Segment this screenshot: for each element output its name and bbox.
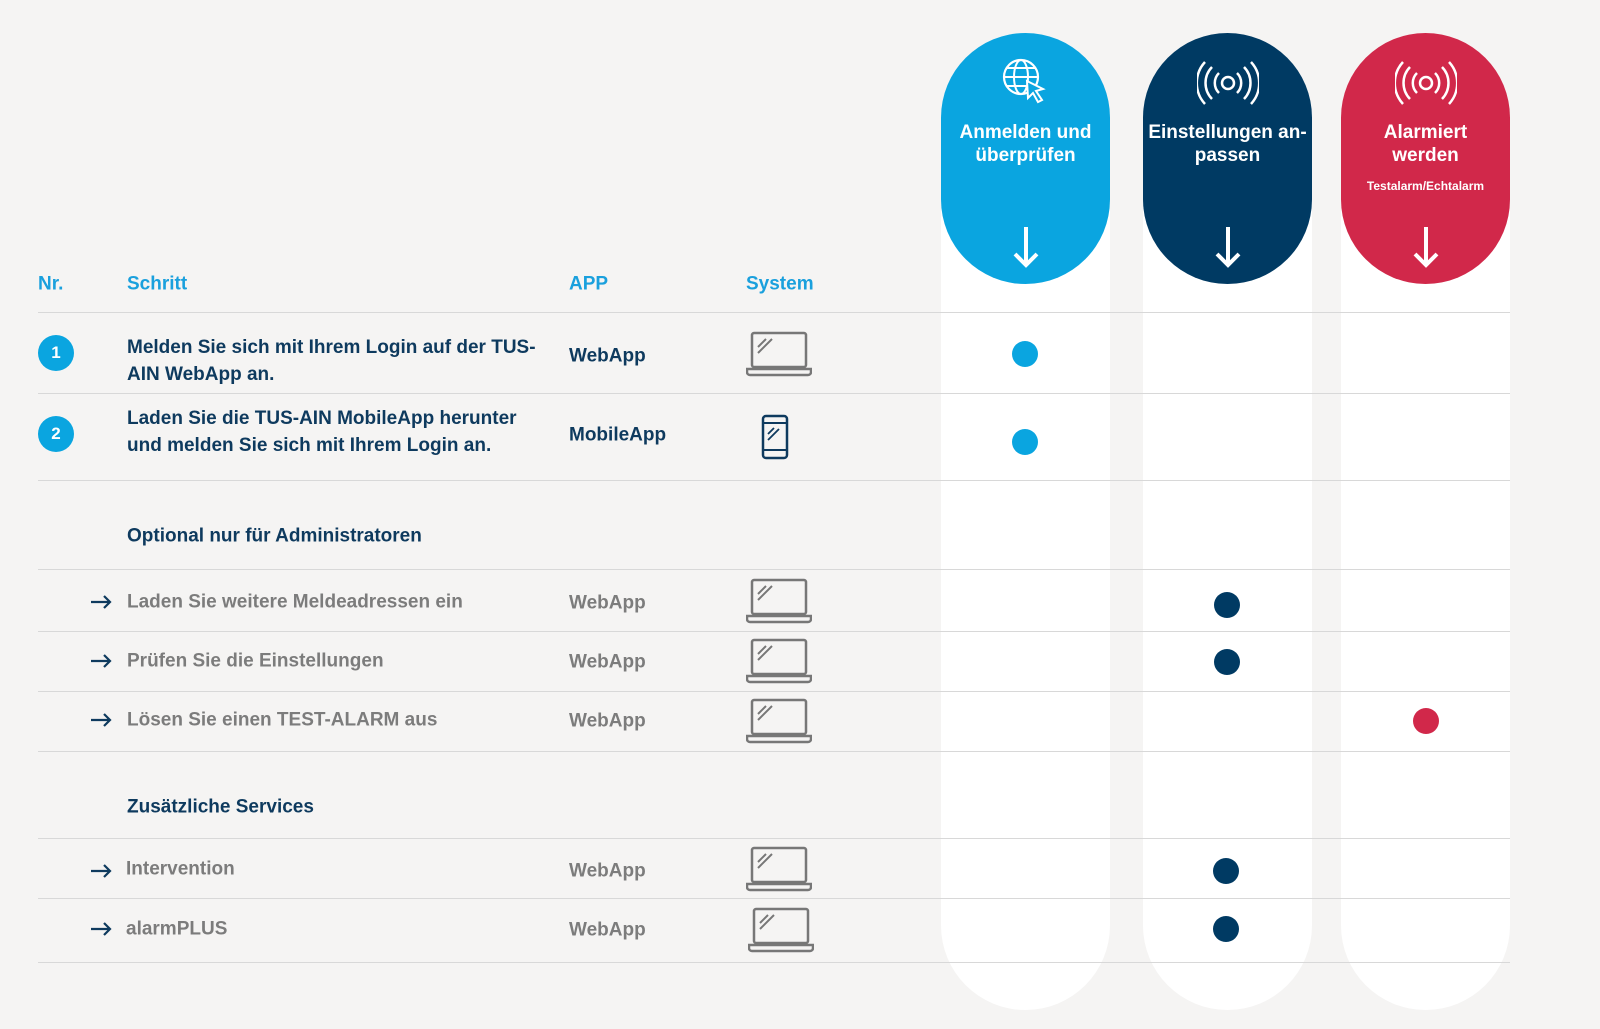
row-divider [38, 838, 1510, 839]
app-name: WebApp [569, 710, 646, 732]
app-name: MobileApp [569, 424, 667, 446]
step-text: Laden Sie die TUS-AIN MobileApp herunter… [127, 408, 517, 456]
app-name: WebApp [569, 860, 646, 882]
phase-dot [1214, 649, 1240, 675]
step-number: 1 [38, 335, 74, 371]
row-arrow [90, 864, 112, 878]
column-title: Einstellungen an-passen [1143, 121, 1312, 167]
row-divider [38, 751, 1510, 752]
phase-dot [1213, 916, 1239, 942]
phase-dot [1213, 858, 1239, 884]
phase-dot [1413, 708, 1439, 734]
phone-icon [761, 414, 789, 460]
step-text: Lösen Sie einen TEST-ALARM aus [127, 709, 438, 731]
row-divider [38, 569, 1510, 570]
column-header: Anmelden und überprüfen [941, 33, 1110, 284]
row-arrow [90, 595, 112, 609]
title-line: werden [1392, 145, 1459, 166]
step-text: alarmPLUS [126, 918, 228, 940]
row-divider [38, 631, 1510, 632]
column-header: Einstellungen an-passen [1143, 33, 1312, 284]
laptop-icon [746, 698, 812, 744]
title-line: überprüfen [975, 145, 1076, 166]
title-line: passen [1194, 145, 1261, 166]
app-name: WebApp [569, 345, 646, 367]
step-text: Intervention [126, 858, 235, 880]
laptop-icon [746, 638, 812, 684]
app-name: WebApp [569, 651, 646, 673]
row-divider [38, 898, 1510, 899]
signal-icon [1395, 61, 1457, 105]
phase-dot [1012, 341, 1038, 367]
row-divider [38, 393, 1510, 394]
title-line: Alarmiert [1383, 122, 1468, 143]
globe-icon [1002, 58, 1046, 104]
down-arrow [1411, 225, 1441, 269]
column-subtitle: Testalarm/Echtalarm [1366, 179, 1485, 193]
app-name: WebApp [569, 919, 646, 941]
column-header: Alarmiert werden Testalarm/Echtalarm [1341, 33, 1510, 284]
row-arrow [90, 654, 112, 668]
down-arrow [1213, 225, 1243, 269]
section-title: Zusätzliche Services [127, 796, 314, 818]
column-title: Anmelden und überprüfen [941, 121, 1110, 167]
section-title: Optional nur für Administratoren [127, 525, 422, 547]
signal-icon [1197, 61, 1259, 105]
row-divider [38, 312, 1510, 313]
step-text: Melden Sie sich mit Ihrem Login auf der … [127, 337, 536, 385]
title-line: Einstellungen an- [1148, 122, 1307, 143]
row-divider [38, 691, 1510, 692]
app-name: WebApp [569, 592, 646, 614]
row-arrow [90, 713, 112, 727]
title-line: Anmelden und [959, 122, 1092, 143]
row-divider [38, 962, 1510, 963]
step-text: Prüfen Sie die Einstellungen [127, 650, 384, 672]
header-cell: Schritt [127, 273, 188, 295]
laptop-icon [746, 578, 812, 624]
row-arrow [90, 922, 112, 936]
step-text: Laden Sie weitere Meldeadressen ein [127, 591, 463, 613]
header-cell: System [746, 273, 814, 295]
column-title: Alarmiert werden [1341, 121, 1510, 167]
phase-dot [1012, 429, 1038, 455]
laptop-icon [748, 907, 814, 953]
header-cell: APP [569, 273, 609, 295]
header-cell: Nr. [38, 273, 64, 295]
row-divider [38, 480, 1510, 481]
laptop-icon [746, 331, 812, 377]
down-arrow [1011, 225, 1041, 269]
step-number: 2 [38, 416, 74, 452]
phase-dot [1214, 592, 1240, 618]
laptop-icon [746, 846, 812, 892]
